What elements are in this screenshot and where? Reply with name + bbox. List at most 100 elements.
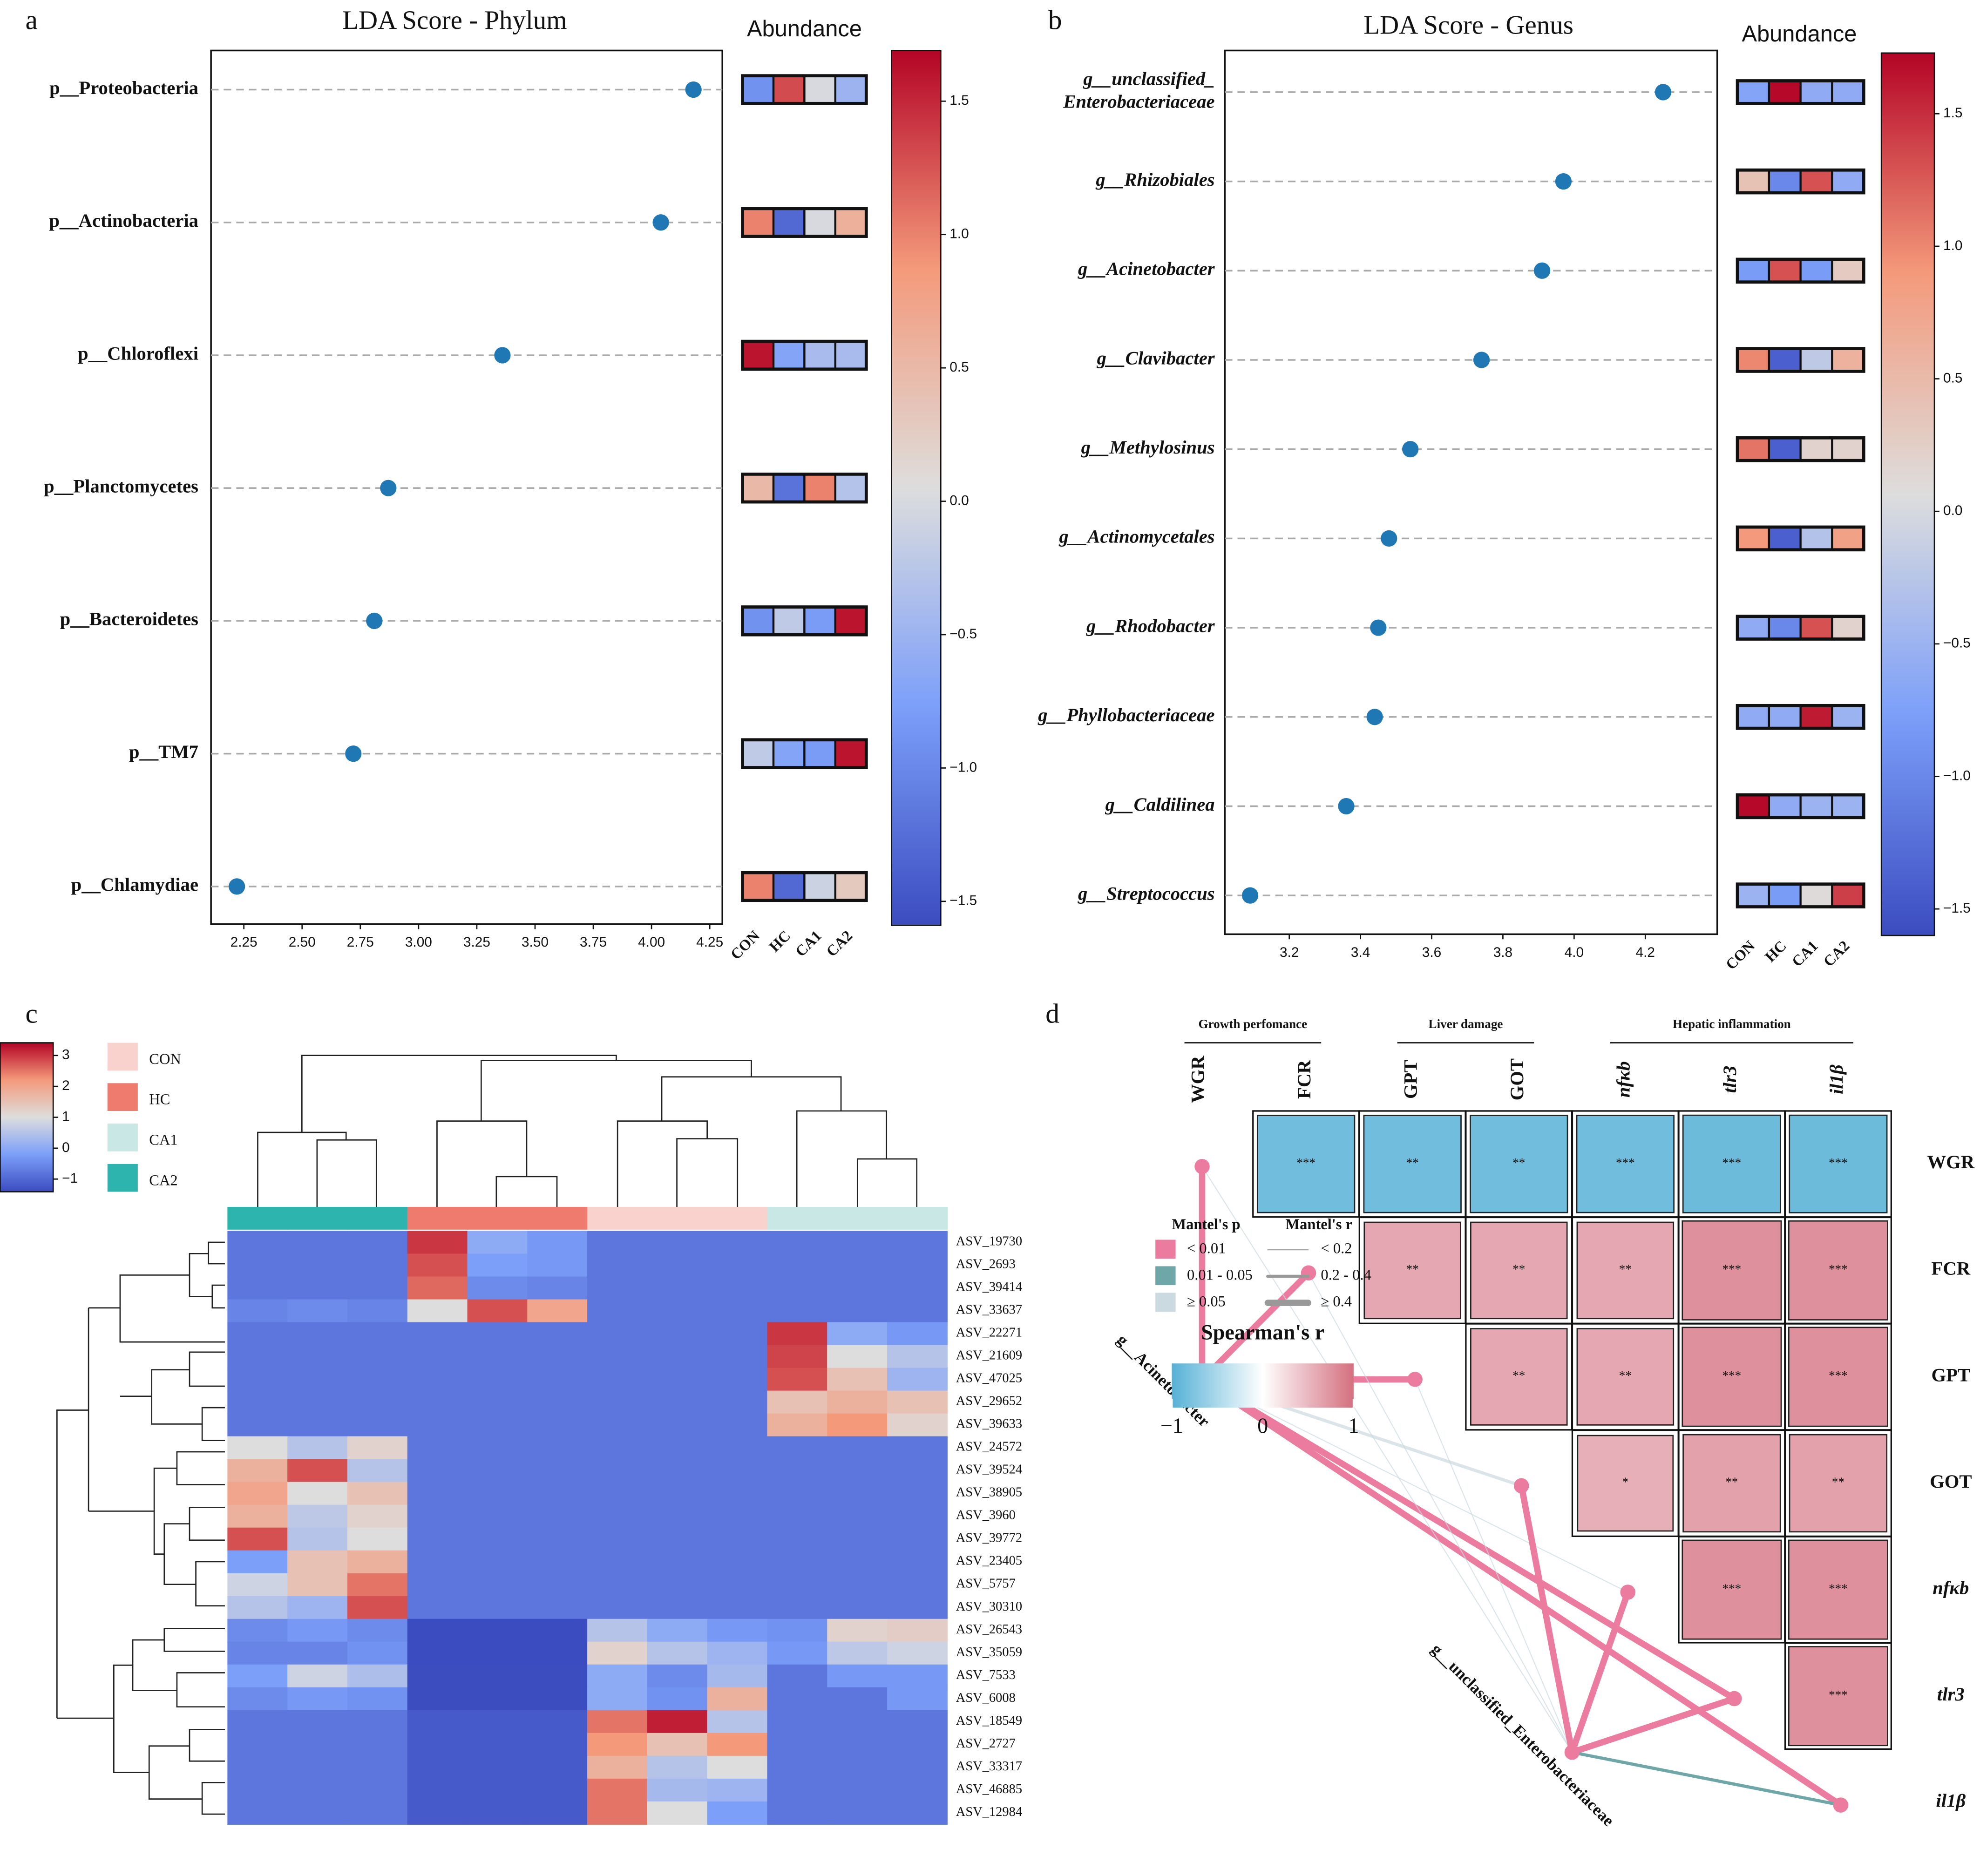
x-tick-label: 3.75	[580, 935, 607, 950]
heatmap-cell	[227, 1413, 288, 1437]
heatmap-cell	[827, 1231, 888, 1254]
abundance-row-frame	[741, 207, 868, 238]
heatmap-cell	[827, 1710, 888, 1734]
significance-label: ***	[1296, 1156, 1315, 1170]
heatmap-cell	[647, 1573, 708, 1597]
heatmap-cell	[527, 1322, 588, 1346]
heatmap-cell	[707, 1596, 768, 1619]
x-tick-label: 3.2	[1280, 945, 1299, 960]
heatmap-cell	[827, 1573, 888, 1597]
heatmap-cell	[347, 1253, 408, 1277]
heatmap-cell	[707, 1550, 768, 1574]
heatmap-column-label: CON	[1722, 937, 1758, 973]
significance-label: ***	[1829, 1368, 1848, 1382]
heatmap-cell	[287, 1664, 348, 1688]
x-tick-label: 2.25	[231, 935, 258, 950]
abundance-cell	[1799, 169, 1833, 194]
heatmap-cell	[767, 1253, 828, 1277]
heatmap-cell	[287, 1573, 348, 1597]
colorbar	[0, 1042, 54, 1192]
row-label: WGR	[1927, 1151, 1974, 1172]
abundance-cell	[834, 74, 868, 105]
heatmap-cell	[467, 1390, 528, 1414]
heatmap-cell	[767, 1482, 828, 1505]
legend-swatch	[107, 1083, 138, 1111]
row-label: ASV_2693	[956, 1257, 1016, 1272]
correlation-cell	[1363, 1115, 1462, 1213]
row-label: ASV_39524	[956, 1463, 1022, 1477]
abundance-cell	[772, 738, 806, 769]
heatmap-cell	[707, 1527, 768, 1551]
heatmap-cell	[467, 1710, 528, 1734]
heatmap-cell	[827, 1253, 888, 1277]
x-tick-label: 4.2	[1636, 945, 1655, 960]
row-label: ASV_19730	[956, 1234, 1022, 1249]
heatmap-cell	[407, 1436, 468, 1460]
heatmap-cell	[347, 1368, 408, 1391]
mantel-link	[1571, 1695, 1736, 1755]
heatmap-cell	[407, 1368, 468, 1391]
abundance-cell	[1799, 347, 1833, 372]
colorbar-tick-label: −1.0	[949, 759, 977, 775]
heatmap-cell	[467, 1504, 528, 1528]
heatmap-cell	[827, 1801, 888, 1825]
heatmap-cell	[767, 1504, 828, 1528]
heatmap-cell	[647, 1390, 708, 1414]
heatmap-cell	[347, 1322, 408, 1346]
group-bar	[347, 1207, 408, 1230]
heatmap-column-label: HC	[766, 928, 794, 955]
heatmap-cell	[827, 1436, 888, 1460]
legend-title: Mantel's r	[1285, 1216, 1352, 1233]
mantel-link	[1569, 1591, 1631, 1754]
heatmap-cell	[647, 1596, 708, 1619]
heatmap-cell	[827, 1504, 888, 1528]
heatmap-cell	[887, 1733, 948, 1756]
heatmap-cell	[527, 1231, 588, 1254]
column-label: nfκb	[1613, 1061, 1634, 1097]
heatmap-column-label: CON	[727, 927, 763, 963]
source-label: g__unclassified_Enterobacteriaceae	[1428, 1640, 1618, 1830]
significance-label: ***	[1722, 1368, 1742, 1382]
row-label: ASV_7533	[956, 1668, 1016, 1682]
colorbar-tick-label: 1.0	[949, 226, 969, 242]
heatmap-cell	[227, 1322, 288, 1346]
heatmap-cell	[827, 1619, 888, 1642]
correlation-cell	[1470, 1115, 1568, 1213]
heatmap-cell	[887, 1596, 948, 1619]
heatmap-cell	[767, 1550, 828, 1574]
colorbar-tick-label: −1	[62, 1171, 78, 1186]
lda-point	[1402, 441, 1419, 458]
legend-label: CA1	[149, 1131, 177, 1148]
correlation-cell	[1682, 1220, 1782, 1321]
heatmap-cell	[527, 1596, 588, 1619]
heatmap-cell	[527, 1778, 588, 1802]
heatmap-cell	[587, 1368, 648, 1391]
colorbar-tick-label: 0	[1257, 1414, 1268, 1437]
abundance-cell	[803, 738, 837, 769]
lda-point	[380, 480, 397, 496]
x-tick-label: 4.25	[696, 935, 723, 950]
x-tick-label: 3.4	[1351, 945, 1370, 960]
heatmap-column-label: CA2	[1820, 938, 1853, 970]
heatmap-cell	[827, 1596, 888, 1619]
lda-point	[1533, 262, 1551, 279]
heatmap-cell	[887, 1504, 948, 1528]
heatmap-cell	[827, 1733, 888, 1756]
abundance-cell	[1831, 80, 1865, 105]
colorbar-tick-label: 0	[62, 1140, 70, 1155]
heatmap-cell	[767, 1619, 828, 1642]
lda-point	[1241, 887, 1259, 904]
lda-point	[1366, 709, 1383, 725]
variable-node	[1407, 1372, 1423, 1387]
colorbar-tick-label: −1.5	[1943, 901, 1971, 916]
heatmap-cell	[707, 1573, 768, 1597]
lda-point	[494, 347, 511, 364]
heatmap-cell	[647, 1550, 708, 1574]
lda-point	[1338, 798, 1355, 815]
heatmap-cell	[227, 1276, 288, 1300]
heatmap-cell	[287, 1687, 348, 1711]
heatmap-cell	[467, 1368, 528, 1391]
heatmap-cell	[767, 1778, 828, 1802]
heatmap-cell	[287, 1482, 348, 1505]
heatmap-cell	[467, 1687, 528, 1711]
